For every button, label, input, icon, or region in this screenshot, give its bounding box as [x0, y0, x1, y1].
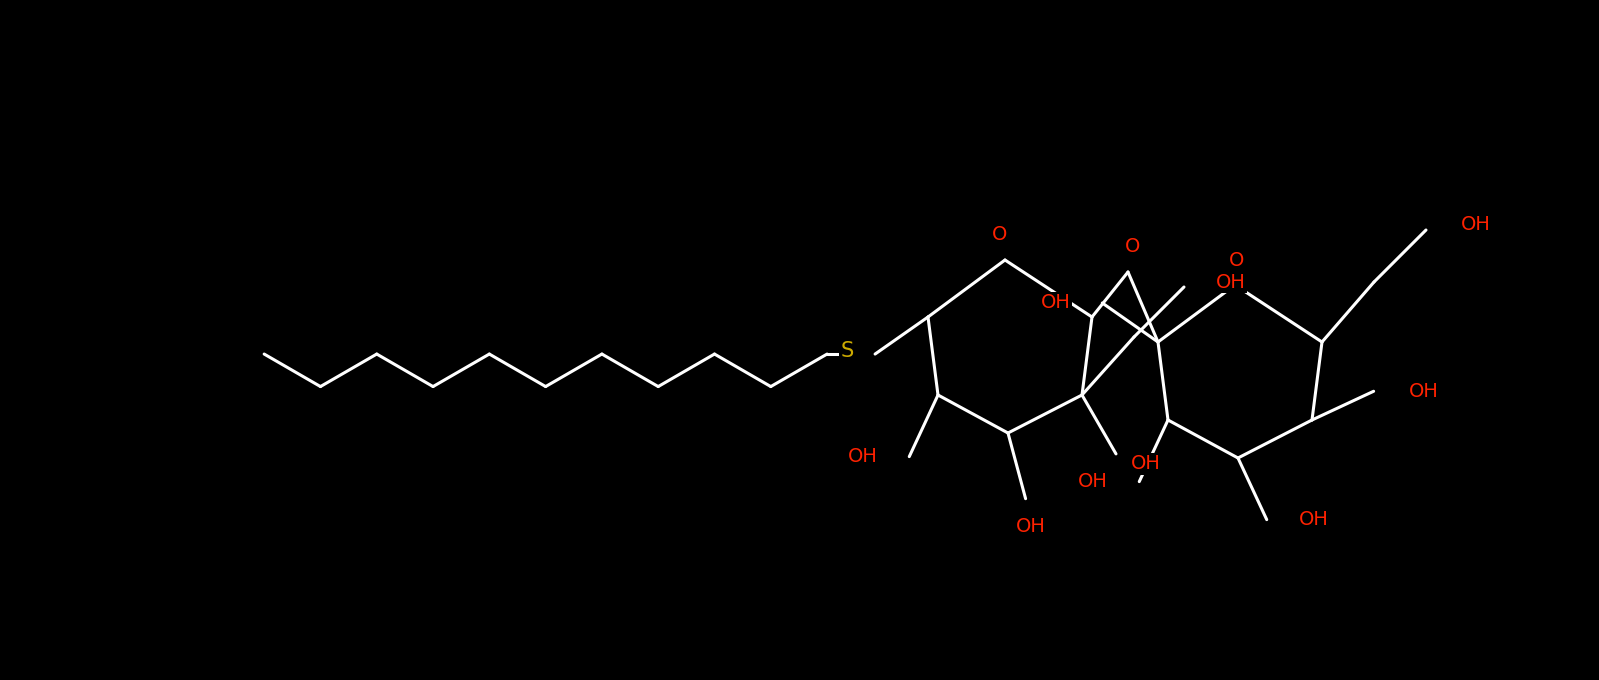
Text: OH: OH	[847, 447, 878, 466]
Text: O: O	[1230, 250, 1244, 269]
Text: OH: OH	[1461, 216, 1490, 235]
Text: OH: OH	[1298, 510, 1329, 529]
Text: OH: OH	[1041, 294, 1070, 313]
Text: OH: OH	[1215, 273, 1246, 292]
Text: S: S	[841, 341, 854, 361]
Text: O: O	[1126, 237, 1140, 256]
Text: OH: OH	[1078, 472, 1107, 491]
Text: OH: OH	[1015, 517, 1046, 537]
Text: OH: OH	[1130, 454, 1161, 473]
Text: OH: OH	[1409, 381, 1439, 401]
Text: O: O	[993, 226, 1007, 245]
